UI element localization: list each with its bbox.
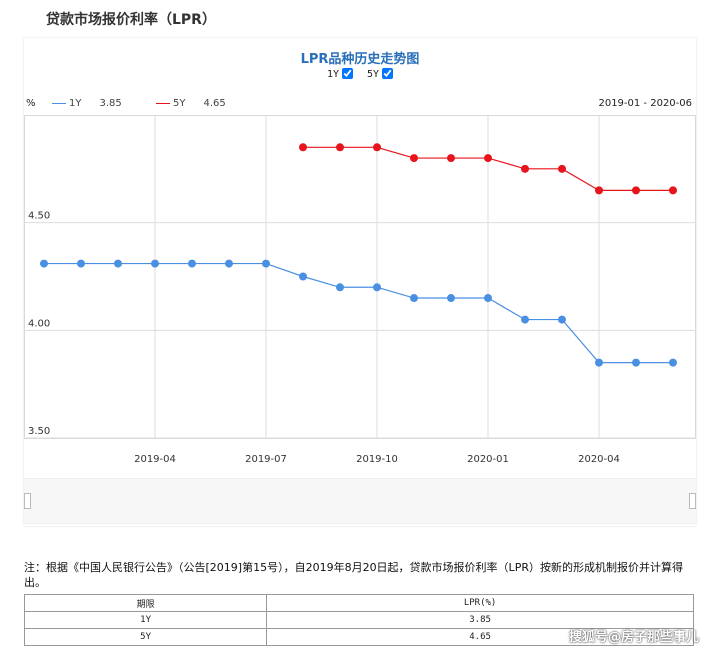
data-point-1y — [114, 259, 122, 268]
data-point-1y — [373, 283, 381, 292]
data-point-1y — [447, 294, 455, 303]
series-line-1y — [44, 262, 673, 364]
watermark: 搜狐号@房子那些事儿 — [568, 630, 699, 645]
toggle-1y[interactable]: 1Y — [326, 68, 353, 80]
line-chart: 3.50 4.00 4.50 2019-04 2019-07 2019-10 2020-01… — [24, 115, 696, 465]
table-cell-term: 1Y — [23, 611, 268, 629]
data-point-1y — [151, 259, 159, 268]
data-point-1y — [225, 259, 233, 268]
y-unit-label: % — [26, 98, 36, 109]
data-point-5y — [336, 143, 344, 152]
footnote: 注：根据《中国人民银行公告》（公告[2019]第15号），自2019年8月20日… — [24, 561, 683, 589]
data-point-5y — [447, 154, 455, 163]
legend-1y-value: 3.85 — [99, 98, 122, 109]
plot-frame — [24, 115, 696, 439]
data-point-5y — [558, 164, 566, 173]
data-point-5y — [484, 154, 492, 163]
data-point-1y — [558, 315, 566, 324]
data-point-1y — [40, 259, 48, 268]
data-point-1y — [188, 259, 196, 268]
legend-5y[interactable]: 5Y 4.65 — [156, 98, 226, 109]
y-tick-label: 3.50 — [28, 426, 50, 437]
chart-card: LPR品种历史走势图 1Y 5Y % 1Y 3.85 5Y 4.65 2019-01… — [24, 38, 696, 526]
legend-1y[interactable]: 1Y 3.85 — [52, 98, 122, 109]
data-point-5y — [410, 154, 418, 163]
table-cell-lpr: 4.65 — [266, 628, 694, 646]
data-point-1y — [632, 358, 640, 367]
data-point-1y — [299, 272, 307, 281]
legend-5y-value: 4.65 — [203, 98, 226, 109]
toggle-1y-label: 1Y — [326, 68, 339, 80]
table-row: 1Y 3.85 — [23, 611, 694, 629]
x-tick-label: 2019-10 — [356, 454, 398, 465]
table-cell-term: 5Y — [23, 628, 268, 646]
x-tick-label: 2019-04 — [134, 454, 176, 465]
data-point-5y — [632, 186, 640, 195]
data-point-1y — [410, 294, 418, 303]
range-scroller[interactable] — [24, 478, 696, 524]
data-point-1y — [669, 358, 677, 367]
scroll-handle-right[interactable] — [689, 493, 696, 509]
legend-5y-name: 5Y — [173, 98, 186, 109]
table-header-lpr: LPR(%) — [266, 594, 694, 612]
data-point-5y — [595, 186, 603, 195]
scroll-handle-left[interactable] — [24, 493, 31, 509]
data-point-1y — [484, 294, 492, 303]
x-tick-label: 2020-04 — [578, 454, 620, 465]
data-point-1y — [336, 283, 344, 292]
data-point-5y — [373, 143, 381, 152]
data-point-5y — [299, 143, 307, 152]
chart-title: LPR品种历史走势图 — [300, 52, 420, 67]
y-tick-label: 4.50 — [28, 211, 50, 222]
table-header-row: 期限 LPR(%) — [23, 594, 694, 612]
data-point-1y — [262, 259, 270, 268]
data-point-5y — [669, 186, 677, 195]
toggle-5y-checkbox[interactable] — [382, 68, 394, 79]
data-point-1y — [595, 358, 603, 367]
y-tick-label: 4.00 — [28, 318, 50, 329]
date-range-label: 2019-01 - 2020-06 — [598, 98, 692, 109]
series-toggles: 1Y 5Y — [24, 68, 696, 80]
x-tick-label: 2019-07 — [245, 454, 287, 465]
legend-1y-swatch — [52, 102, 66, 104]
toggle-5y-label: 5Y — [367, 68, 380, 80]
data-point-1y — [77, 259, 85, 268]
toggle-5y[interactable]: 5Y — [367, 68, 394, 80]
table-header-term: 期限 — [23, 594, 268, 612]
x-tick-label: 2020-01 — [467, 454, 509, 465]
page-title: 贷款市场报价利率（LPR） — [46, 12, 216, 28]
legend-1y-name: 1Y — [69, 98, 82, 109]
data-point-1y — [521, 315, 529, 324]
data-point-5y — [521, 164, 529, 173]
toggle-1y-checkbox[interactable] — [341, 68, 353, 79]
legend-5y-swatch — [156, 102, 170, 104]
lpr-table: 期限 LPR(%) 1Y 3.85 5Y 4.65 — [23, 594, 694, 646]
table-row: 5Y 4.65 — [23, 628, 694, 646]
